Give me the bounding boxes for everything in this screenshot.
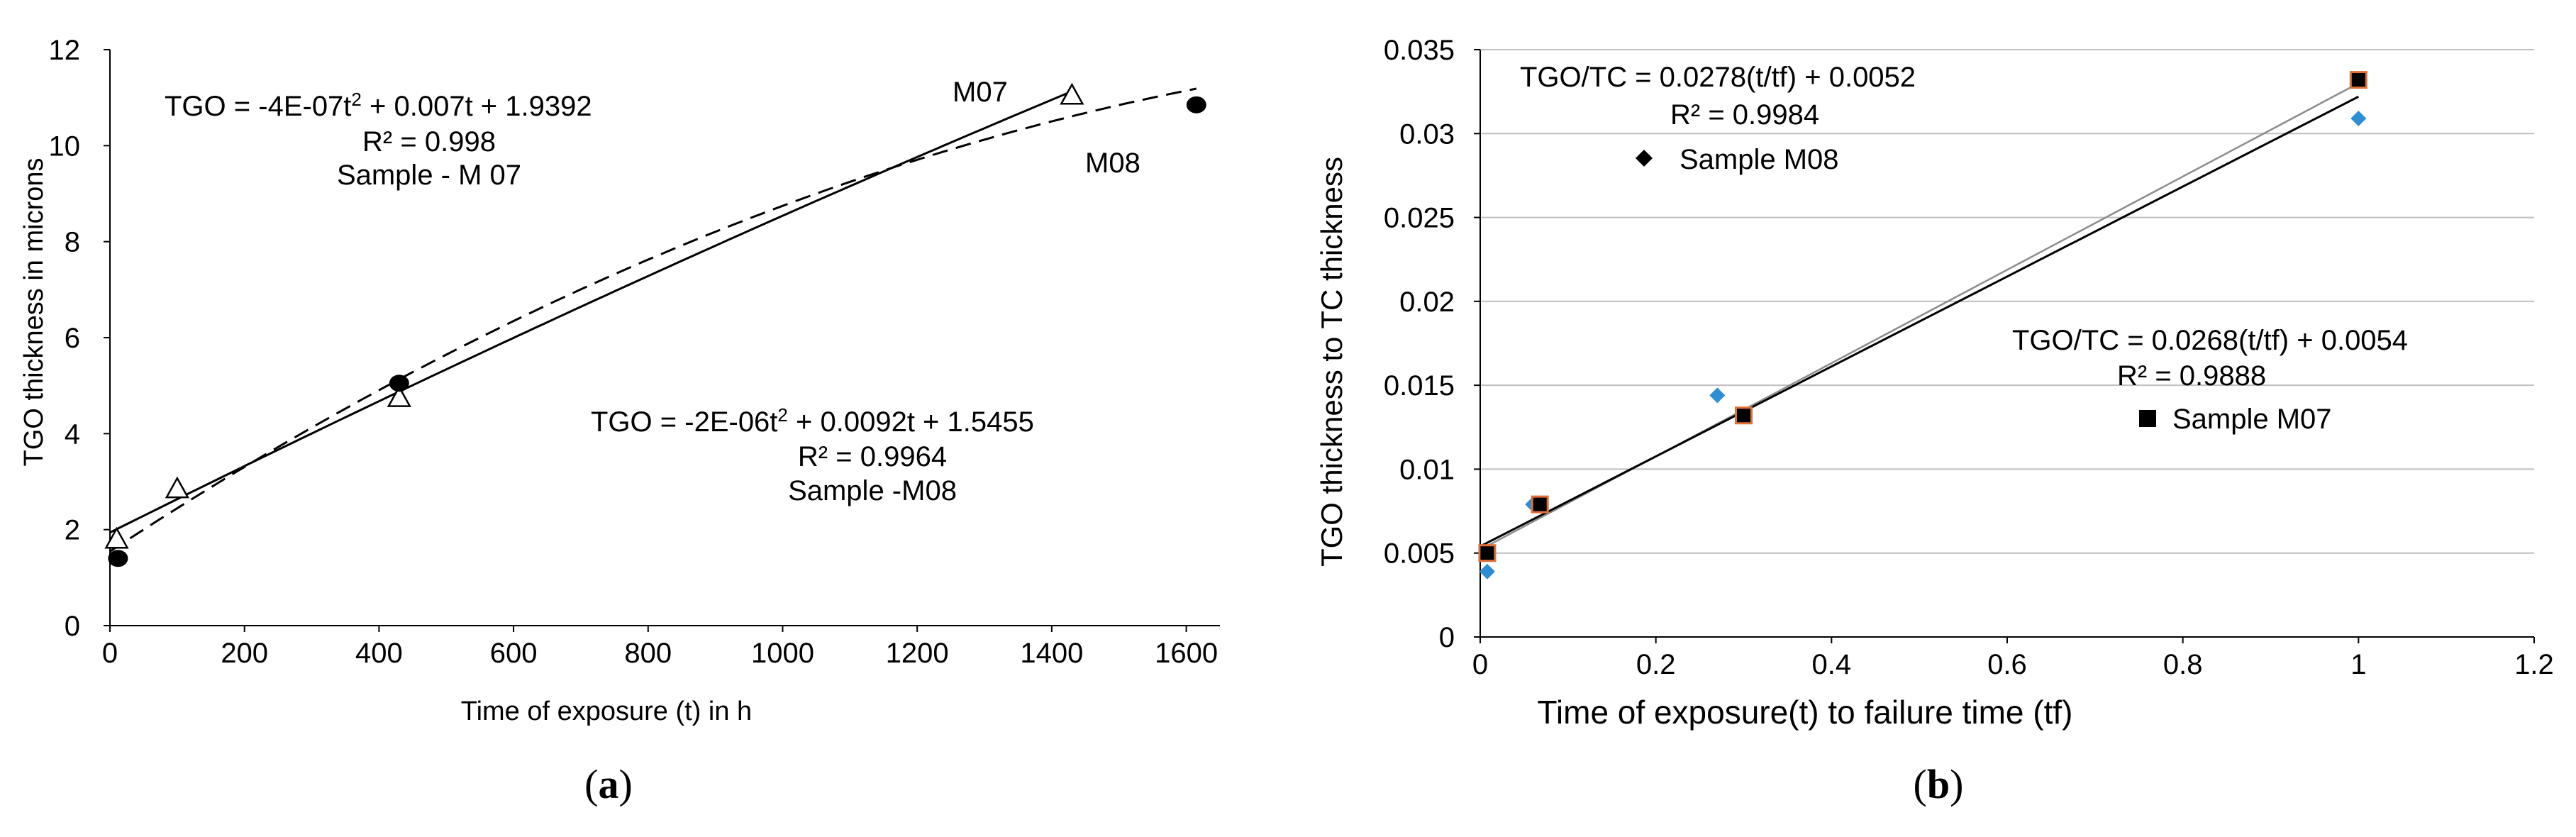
x-tick-label-a-7: 1400: [1020, 638, 1083, 669]
point-b-m07-3: [2349, 71, 2367, 89]
legend-m07-label: Sample M07: [2172, 404, 2332, 435]
y-tick-label-a-6: 12: [49, 35, 81, 66]
point-a-m07-0: [104, 526, 129, 549]
y-tick-label-b-2: 0.01: [1399, 454, 1455, 485]
x-tick-label-a-3: 600: [490, 638, 538, 669]
equation-m07-rest: + 0.007t + 1.9392: [362, 91, 592, 122]
data-points-a: [104, 82, 1206, 567]
y-tick-label-a-3: 6: [65, 323, 80, 354]
point-b-m07-0: [1478, 544, 1497, 562]
point-b-m08-2: [1709, 387, 1726, 404]
point-a-m08-2: [1186, 96, 1206, 113]
r2-m08-b: R² = 0.9984: [1670, 99, 1819, 131]
x-tick-labels-b: 0 0.2 0.4 0.6 0.8 1 1.2: [1472, 637, 2554, 680]
x-tick-label-b-4: 0.8: [2163, 649, 2203, 680]
equation-m08-exponent: 2: [777, 404, 787, 426]
fit-curves-a: [109, 87, 1197, 553]
point-a-m07-2: [387, 385, 411, 407]
x-tick-label-a-5: 1000: [751, 638, 814, 669]
panel-label-b: (b): [1914, 761, 1964, 807]
y-tick-label-b-0: 0: [1439, 622, 1455, 653]
fit-curve-a-m07: [109, 90, 1072, 534]
point-b-m08-0: [1479, 563, 1495, 580]
fit-curve-a-m08: [109, 87, 1197, 553]
y-tick-label-a-5: 10: [49, 131, 81, 162]
gridlines-b: [1480, 49, 2534, 554]
y-tick-label-b-6: 0.03: [1399, 118, 1455, 150]
x-tick-label-b-5: 1: [2350, 649, 2366, 680]
point-a-m07-3: [1060, 82, 1084, 105]
y-tick-label-a-2: 4: [65, 418, 80, 450]
equation-m08-b: TGO/TC = 0.0278(t/tf) + 0.0052: [1520, 62, 1916, 93]
r2-m07-a: R² = 0.998: [362, 126, 496, 157]
point-b-m07-2: [1735, 406, 1753, 425]
equation-m07-b: TGO/TC = 0.0268(t/tf) + 0.0054: [2012, 325, 2408, 356]
sample-m07-label-a: Sample - M 07: [337, 160, 521, 191]
r2-m08-a: R² = 0.9964: [798, 441, 947, 472]
equation-m08-rest: + 0.0092t + 1.5455: [788, 406, 1034, 438]
sample-m08-label-a: Sample -M08: [788, 475, 957, 506]
y-tick-label-b-1: 0.005: [1384, 538, 1455, 570]
x-tick-label-a-8: 1600: [1155, 638, 1218, 669]
y-tick-label-b-3: 0.015: [1384, 370, 1455, 401]
x-tick-label-b-2: 0.4: [1812, 649, 1852, 680]
equation-m08-a: TGO = -2E-06t2 + 0.0092t + 1.5455: [591, 404, 1034, 438]
x-tick-label-a-6: 1200: [886, 638, 949, 669]
legend-entry-m08: Sample M08: [1636, 144, 1839, 175]
x-tick-label-b-3: 0.6: [1987, 649, 2027, 680]
y-tick-labels-a: 0 2 4 6 8 10 12: [49, 35, 110, 642]
data-points-b: [1478, 71, 2367, 580]
y-tick-label-a-0: 0: [65, 611, 80, 642]
x-tick-labels-a: 0 200 400 600 800 1000 1200 1400 1600: [102, 626, 1218, 669]
point-a-m07-1: [165, 476, 189, 499]
equation-m07-a: TGO = -4E-07t2 + 0.007t + 1.9392: [165, 89, 592, 122]
r2-m07-b: R² = 0.9888: [2117, 360, 2266, 392]
point-b-m07-1: [1531, 495, 1549, 514]
y-tick-labels-b: 0 0.005 0.01 0.015 0.02 0.025 0.03 0.035: [1384, 35, 1480, 653]
chart-panel-a: 0 200 400 600 800 1000 1200 1400 1600 024681012 …: [19, 35, 1220, 807]
x-tick-label-a-0: 0: [102, 638, 118, 669]
point-a-m08-1: [389, 375, 409, 392]
legend-entry-m07: Sample M07: [2139, 404, 2332, 435]
curve-label-m08: M08: [1085, 148, 1140, 179]
panel-label-a: (a): [584, 761, 633, 807]
y-axis-title-a: TGO thickness in microns: [19, 158, 49, 467]
y-tick-label-b-7: 0.035: [1384, 35, 1455, 66]
y-axis-title-b: TGO thickness to TC thickness: [1315, 157, 1348, 567]
y-tick-label-b-5: 0.025: [1384, 203, 1455, 234]
x-tick-label-b-0: 0: [1472, 649, 1488, 680]
legend-m08-diamond: [1636, 150, 1653, 167]
point-a-m08-0: [108, 550, 128, 567]
x-tick-label-a-4: 800: [624, 638, 672, 669]
fit-line-b-m07: [1479, 95, 2360, 548]
equation-m08-main: TGO = -2E-06t: [591, 406, 777, 438]
legend-m08-label: Sample M08: [1680, 144, 1839, 175]
x-tick-label-b-6: 1.2: [2514, 649, 2554, 680]
curve-label-m07: M07: [953, 77, 1008, 108]
x-axis-title-b: Time of exposure(t) to failure time (tf): [1538, 694, 2073, 731]
x-axis-title-a: Time of exposure (t) in h: [461, 697, 752, 726]
y-tick-label-b-4: 0.02: [1399, 287, 1455, 318]
x-tick-label-b-1: 0.2: [1636, 649, 1676, 680]
x-tick-label-a-1: 200: [221, 638, 268, 669]
y-tick-label-a-1: 2: [65, 515, 80, 546]
legend-m07-square: [2139, 410, 2156, 427]
fit-lines-b: [1479, 82, 2360, 551]
x-tick-label-a-2: 400: [355, 638, 403, 669]
equation-m07-exponent: 2: [351, 89, 361, 110]
y-tick-label-a-4: 8: [65, 227, 80, 258]
point-b-m08-3: [2350, 110, 2367, 126]
equation-m07-main: TGO = -4E-07t: [165, 91, 351, 122]
chart-panel-b: 0 0.2 0.4 0.6 0.8 1 1.2 0 0.005 0.01 0.015 0.02 0.0…: [1315, 35, 2554, 807]
